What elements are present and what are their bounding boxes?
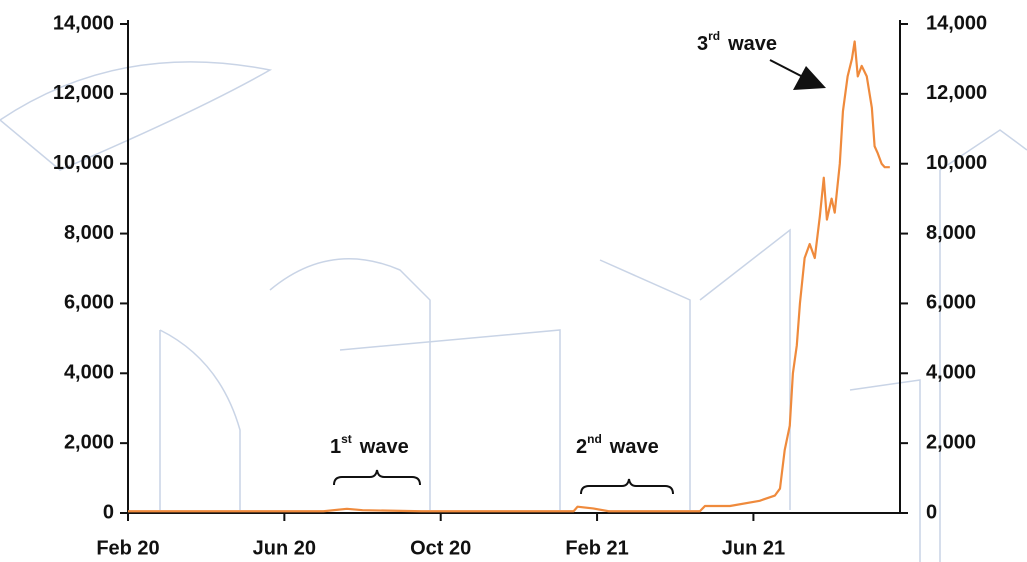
y-tick-label: 0 xyxy=(103,501,114,523)
y-tick-label: 14,000 xyxy=(53,12,114,34)
x-tick-label: Jun 21 xyxy=(722,537,785,559)
y-tick-label: 2,000 xyxy=(64,431,114,453)
series-line xyxy=(128,40,890,513)
annotation-text: wave xyxy=(609,436,659,458)
x-tick-label: Feb 20 xyxy=(96,537,159,559)
y2-tick-label: 4,000 xyxy=(926,362,976,384)
annotation: 1st wave xyxy=(330,432,409,458)
annotation-braces xyxy=(333,59,826,495)
y2-tick-label: 6,000 xyxy=(926,292,976,314)
background-sketch xyxy=(0,61,1027,562)
y2-tick-label: 14,000 xyxy=(926,12,987,34)
annotation-suffix: nd xyxy=(587,432,602,446)
annotation-suffix: st xyxy=(341,432,352,446)
y2-tick-label: 12,000 xyxy=(926,82,987,104)
x-tick-label: Jun 20 xyxy=(253,537,316,559)
y-tick-label: 10,000 xyxy=(53,152,114,174)
annotation-text: wave xyxy=(359,436,409,458)
annotation-text: wave xyxy=(727,33,777,55)
annotation-number: 2 xyxy=(576,436,587,458)
y-tick-label: 8,000 xyxy=(64,222,114,244)
annotation-number: 1 xyxy=(330,436,341,458)
y-tick-label: 6,000 xyxy=(64,292,114,314)
annotation-number: 3 xyxy=(697,33,708,55)
x-tick-label: Feb 21 xyxy=(565,537,628,559)
annotation: 3rd wave xyxy=(697,29,777,55)
y-tick-label: 4,000 xyxy=(64,362,114,384)
y2-tick-label: 10,000 xyxy=(926,152,987,174)
x-tick-label: Oct 20 xyxy=(410,537,471,559)
y-tick-label: 12,000 xyxy=(53,82,114,104)
y2-tick-label: 2,000 xyxy=(926,431,976,453)
annotation: 2nd wave xyxy=(576,432,659,458)
y2-tick-label: 0 xyxy=(926,501,937,523)
annotation-suffix: rd xyxy=(708,29,720,43)
y2-tick-label: 8,000 xyxy=(926,222,976,244)
